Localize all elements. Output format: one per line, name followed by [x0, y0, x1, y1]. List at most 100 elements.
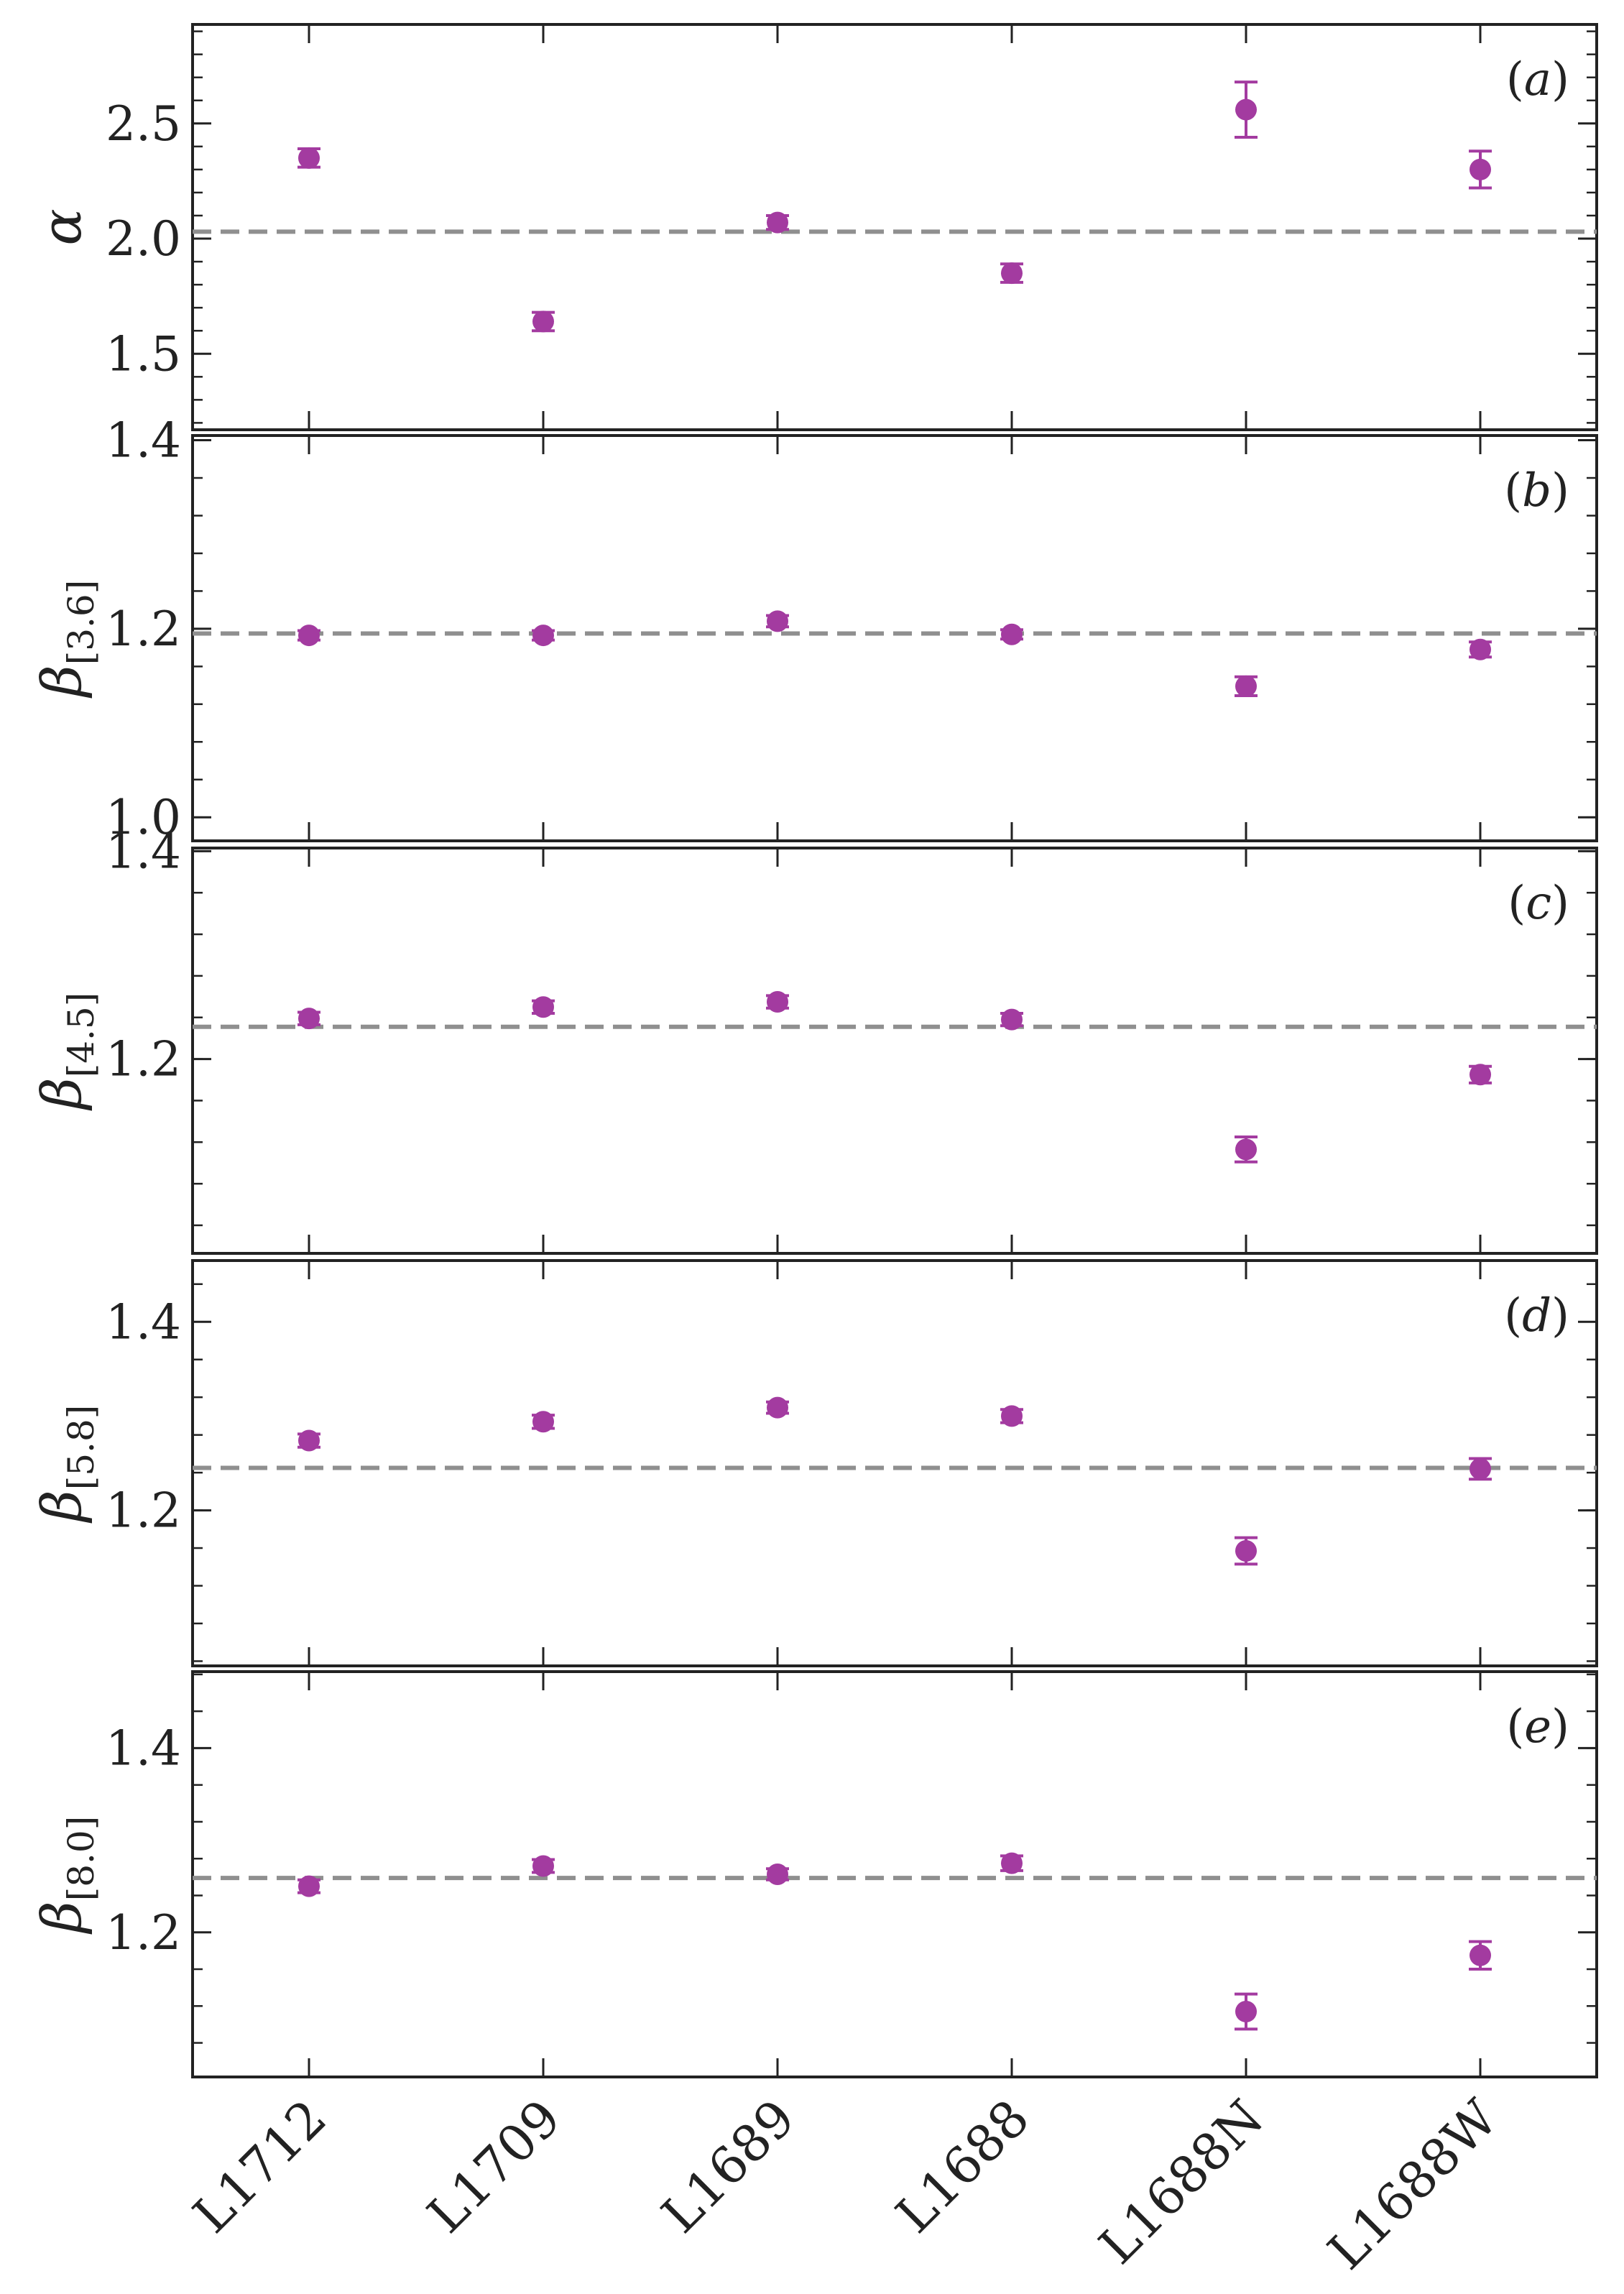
data-point-l1688n [1235, 1992, 1258, 2031]
data-point-l1688n [1235, 1136, 1258, 1164]
data-marker [767, 1864, 788, 1885]
data-point-l1712 [297, 147, 320, 169]
data-marker [767, 211, 788, 234]
data-marker [1001, 262, 1023, 285]
data-point-l1688w [1469, 638, 1492, 660]
data-point-l1689 [766, 991, 789, 1013]
data-point-l1712 [297, 1875, 320, 1897]
data-marker [1235, 1539, 1257, 1562]
panel-d: 1.21.4β[5.8](d) [29, 1259, 1598, 1667]
x-category-label: L1689 [650, 2088, 806, 2244]
data-point-l1688 [1000, 1405, 1023, 1427]
data-marker [1470, 638, 1491, 660]
y-axis-label-symbol: β [29, 1901, 93, 1935]
y-axis-label-subscript: [4.5] [60, 992, 102, 1078]
data-marker [1470, 1457, 1491, 1480]
data-point-l1689 [766, 1396, 789, 1419]
data-marker [1001, 623, 1023, 645]
y-axis-label: α [29, 208, 93, 245]
data-marker [298, 625, 320, 647]
data-marker [767, 610, 788, 632]
data-marker [532, 996, 554, 1018]
data-marker [1470, 158, 1491, 180]
data-point-l1688n [1235, 80, 1258, 139]
data-marker [532, 1855, 554, 1877]
data-point-l1709 [532, 625, 555, 647]
data-point-l1709 [532, 310, 555, 333]
y-tick-label: 1.2 [106, 1032, 181, 1087]
data-point-l1689 [766, 1864, 789, 1885]
panel-a-frame [191, 23, 1598, 431]
y-tick-label: 1.2 [106, 1483, 181, 1539]
data-marker [1235, 2000, 1257, 2022]
data-point-l1712 [297, 1008, 320, 1030]
data-marker [1001, 1852, 1023, 1874]
x-category-label: L1709 [416, 2088, 572, 2244]
data-marker [298, 1429, 320, 1452]
data-point-l1688 [1000, 1852, 1023, 1874]
panel-c: 1.2 1.4 β[4.5] (c) [29, 824, 1598, 1255]
y-axis-label: β[3.6] [29, 580, 102, 699]
data-point-l1688n [1235, 1536, 1258, 1566]
panel-b-frame [191, 434, 1598, 842]
data-point-l1689 [766, 211, 789, 234]
panel-e-frame [191, 1670, 1598, 2078]
data-marker [767, 991, 788, 1013]
x-category-label: L1688N [1088, 2088, 1275, 2275]
data-point-l1689 [766, 610, 789, 632]
data-point-l1709 [532, 996, 555, 1018]
y-axis-label-subscript: [5.8] [60, 1405, 102, 1491]
y-axis-label: β[5.8] [29, 1405, 102, 1524]
data-marker [1235, 675, 1257, 697]
data-marker [298, 147, 320, 169]
panel-a: 1.5 2.0 2.5 α (a) [29, 23, 1598, 431]
y-axis-label: β[8.0] [29, 1816, 102, 1935]
panel-tag: (b) [1504, 464, 1569, 517]
x-category-label: L1688 [885, 2088, 1041, 2244]
panel-b: 1.0 1.2 1.4 β[3.6] (b) [29, 413, 1598, 845]
panel-tag: (e) [1506, 1700, 1569, 1754]
x-category-label: L1688W [1316, 2088, 1509, 2281]
data-point-l1688w [1469, 1940, 1492, 1971]
y-tick-label: 2.0 [106, 211, 181, 267]
y-axis-label: β[4.5] [29, 992, 102, 1111]
data-point-l1688 [1000, 262, 1023, 285]
data-marker [298, 1008, 320, 1030]
data-marker [298, 1875, 320, 1897]
data-marker [1235, 98, 1257, 121]
panel-e: 1.21.4β[8.0](e) [29, 1670, 1598, 2078]
data-marker [1001, 1405, 1023, 1427]
y-tick-label: 1.4 [106, 824, 181, 879]
data-point-l1709 [532, 1411, 555, 1433]
data-marker [532, 310, 554, 333]
y-axis-label-symbol: α [29, 208, 93, 245]
panel-d-frame [191, 1259, 1598, 1667]
panel-c-frame [191, 847, 1598, 1255]
y-tick-label: 1.4 [106, 413, 181, 469]
data-point-l1688w [1469, 149, 1492, 190]
y-axis-label-symbol: β [29, 1490, 93, 1524]
y-tick-label: 1.4 [106, 1720, 181, 1776]
y-tick-label: 1.4 [106, 1294, 181, 1350]
x-category-label: L1712 [182, 2088, 338, 2244]
y-axis-label-subscript: [8.0] [60, 1816, 102, 1902]
y-axis-label-symbol: β [29, 1077, 93, 1111]
panel-tag: (a) [1506, 53, 1569, 106]
y-tick-label: 1.5 [106, 326, 181, 382]
data-point-l1688 [1000, 623, 1023, 645]
data-point-l1712 [297, 625, 320, 647]
y-tick-label: 2.5 [106, 96, 181, 152]
data-marker [532, 1411, 554, 1433]
y-tick-label: 1.0 [106, 790, 181, 845]
data-point-l1709 [532, 1855, 555, 1877]
y-axis-label-subscript: [3.6] [60, 580, 102, 665]
data-marker [1470, 1944, 1491, 1966]
data-marker [767, 1396, 788, 1419]
panel-tag: (c) [1508, 877, 1569, 930]
y-tick-label: 1.2 [106, 1905, 181, 1961]
y-axis-label-symbol: β [29, 665, 93, 699]
data-marker [532, 625, 554, 647]
data-point-l1688w [1469, 1457, 1492, 1481]
data-marker [1001, 1008, 1023, 1031]
